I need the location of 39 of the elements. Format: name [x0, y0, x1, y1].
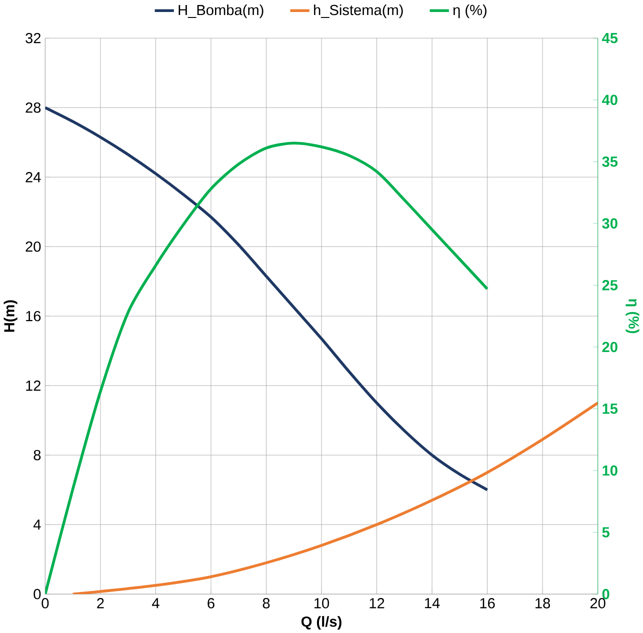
legend-label: h_Sistema(m) — [314, 4, 403, 18]
legend-label: H_Bomba(m) — [178, 4, 264, 18]
x-tick-label: 20 — [590, 598, 606, 608]
x-tick-label: 16 — [480, 598, 495, 608]
y2-tick-label: 45 — [602, 32, 618, 43]
y-tick-label: 20 — [26, 241, 41, 252]
y-tick-label: 8 — [34, 450, 41, 460]
y-axis-title: H(m) — [4, 300, 18, 332]
line-series — [71, 401, 598, 594]
y-tick-label: 28 — [26, 102, 41, 113]
y2-tick-label: 5 — [602, 527, 610, 538]
y-tick-label: 24 — [26, 172, 41, 182]
y2-tick-label: 35 — [602, 156, 618, 167]
y-tick-label: 4 — [33, 519, 41, 530]
line-series — [45, 106, 489, 492]
y-tick-label: 0 — [34, 588, 41, 600]
y2-tick-label: 30 — [602, 218, 618, 228]
x-tick-label: 4 — [152, 598, 160, 608]
y2-tick-label: 0 — [602, 588, 610, 600]
y2-tick-label: 15 — [602, 404, 618, 414]
x-tick-label: 12 — [370, 598, 384, 608]
y2-tick-label: 40 — [602, 94, 618, 105]
x-tick-label: 0 — [42, 598, 49, 608]
x-tick-label: 10 — [314, 598, 330, 608]
x-tick-label: 6 — [208, 598, 214, 608]
x-tick-label: 8 — [262, 598, 270, 608]
y-tick-label: 16 — [26, 310, 41, 322]
y2-tick-label: 20 — [602, 342, 618, 352]
y-tick-label: 32 — [26, 32, 40, 44]
x-tick-label: 2 — [97, 598, 104, 608]
legend-label: η (%) — [453, 4, 486, 18]
line-series — [45, 142, 489, 594]
y2-axis-title: η (%) — [626, 298, 640, 333]
x-tick-label: 14 — [425, 598, 440, 608]
x-axis-title: Q (l/s) — [301, 616, 342, 630]
y2-tick-label: 25 — [602, 280, 618, 290]
x-tick-label: 18 — [536, 598, 550, 608]
y-tick-label: 12 — [26, 380, 40, 390]
y2-tick-label: 10 — [602, 465, 618, 476]
